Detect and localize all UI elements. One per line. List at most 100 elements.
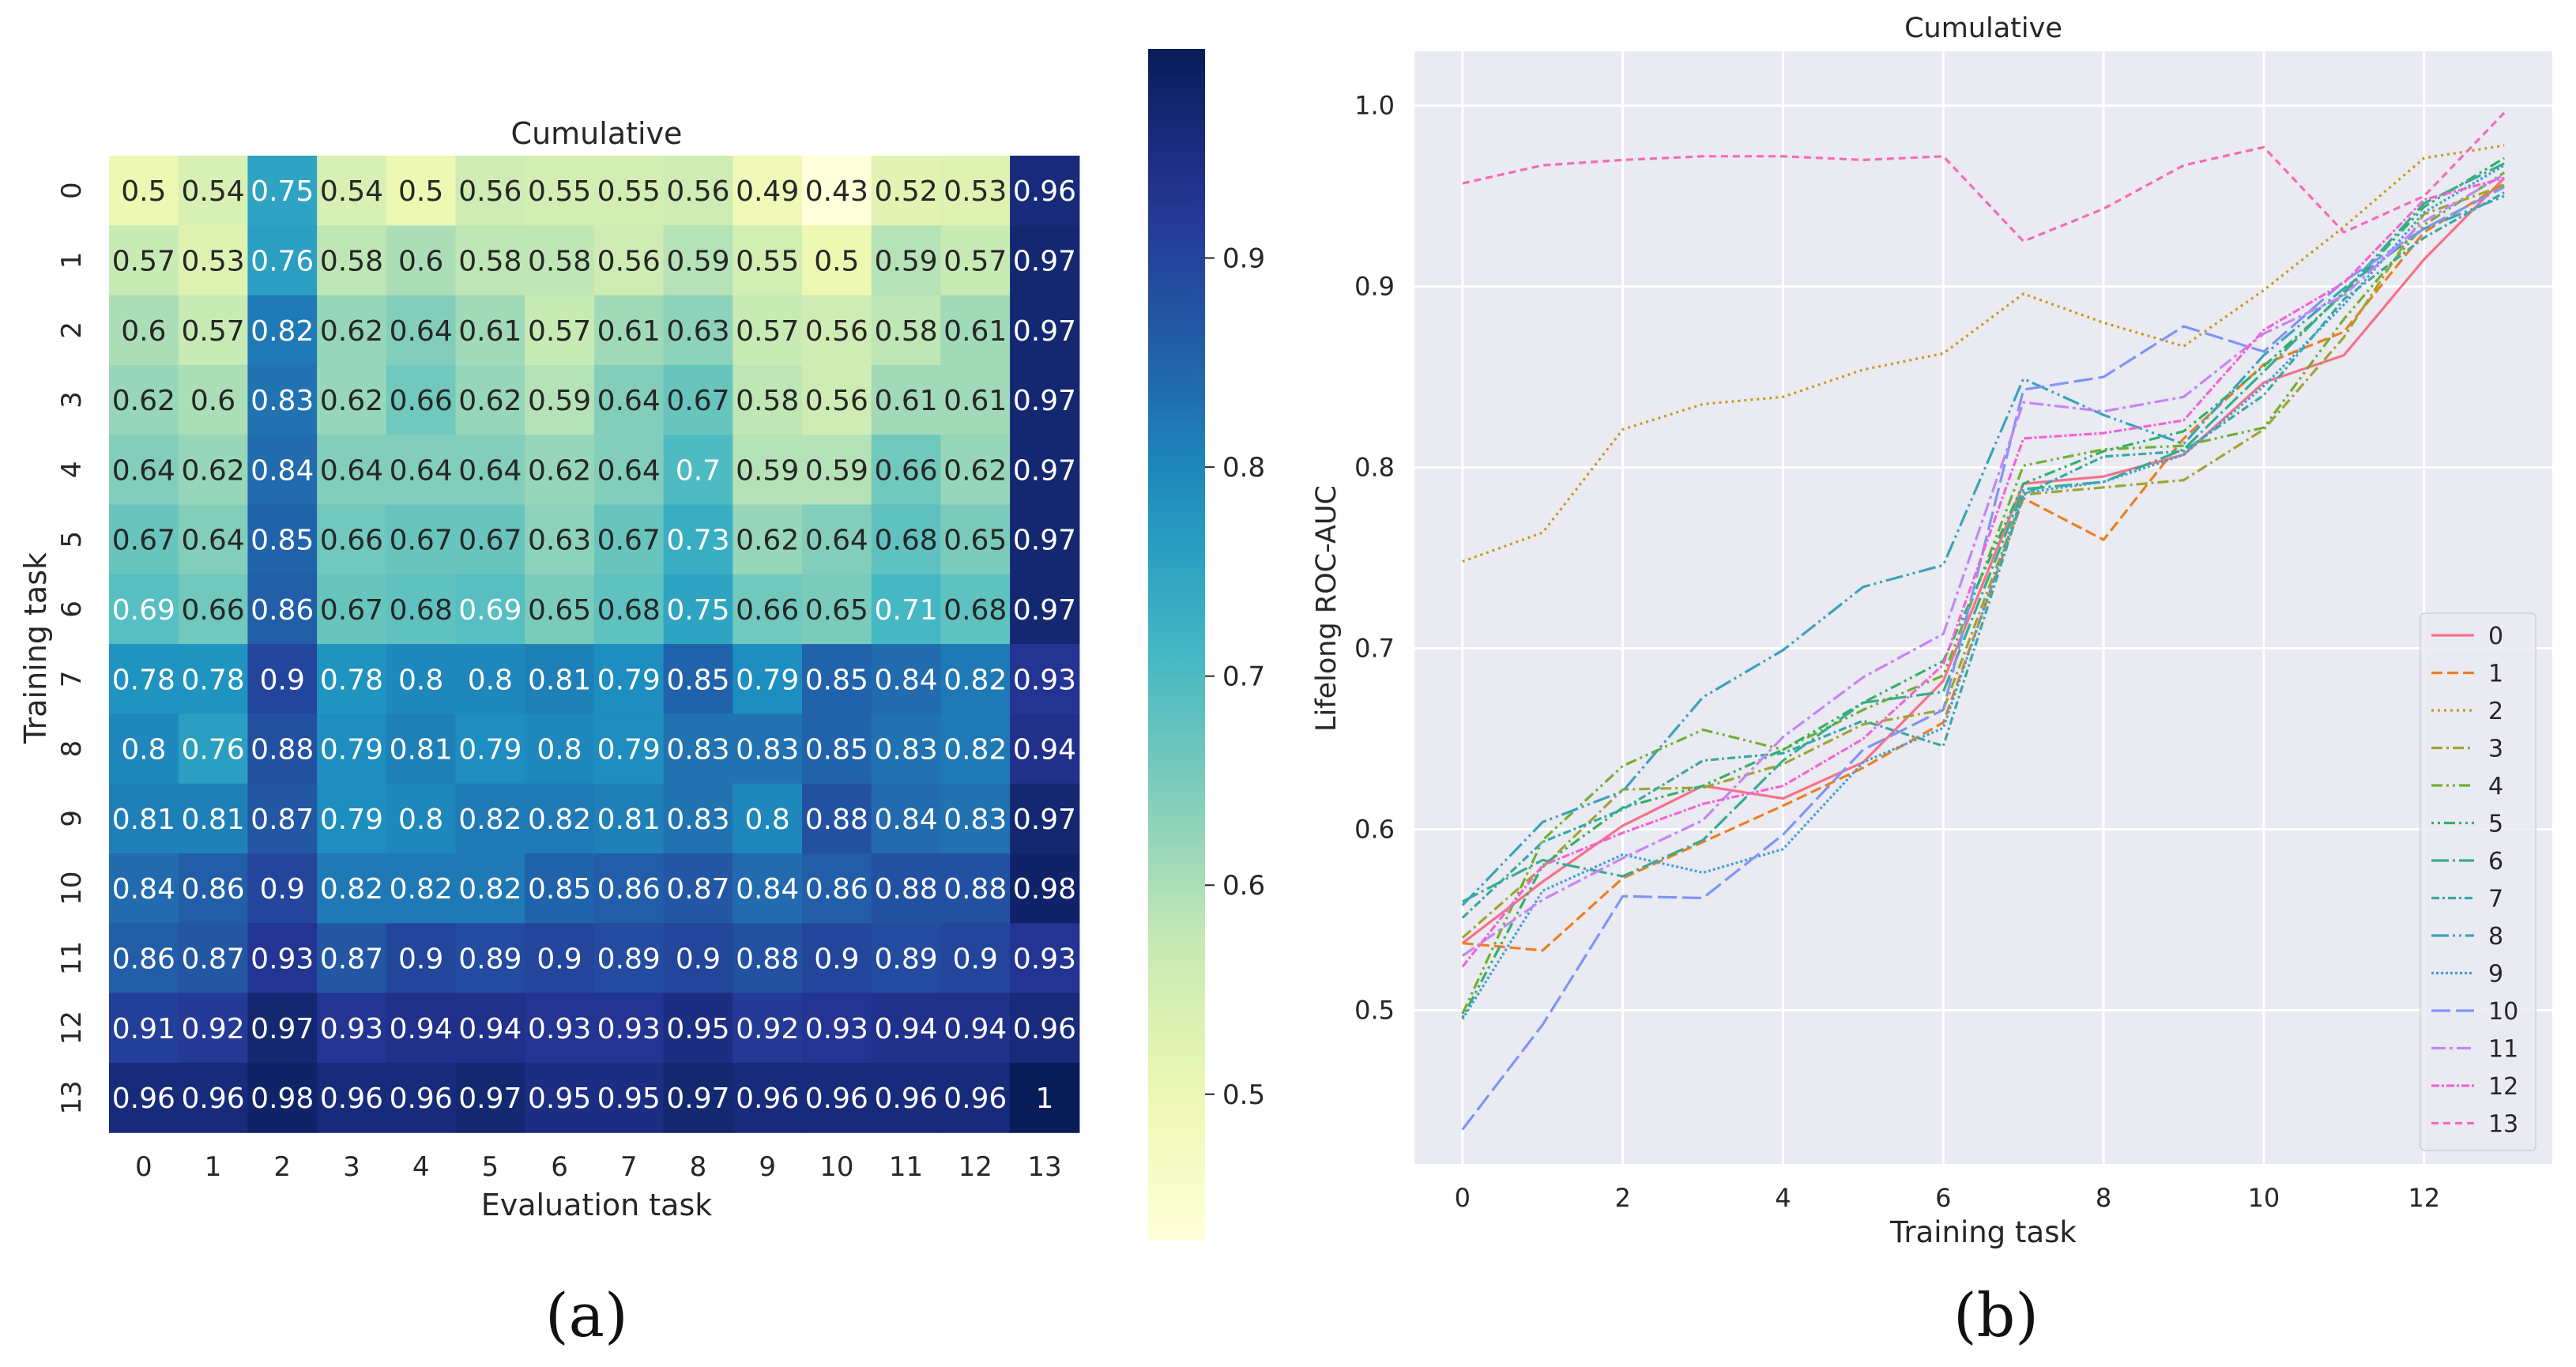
- heatmap-cell: [593, 1062, 665, 1133]
- heatmap-cell-label: 0.97: [1013, 245, 1076, 277]
- heatmap-cell-label: 0.8: [468, 664, 513, 696]
- legend-label: 4: [2488, 773, 2503, 800]
- heatmap-cell-label: 0.69: [112, 594, 175, 627]
- heatmap-cell: [871, 714, 941, 785]
- heatmap-cell-label: 0.56: [805, 315, 868, 348]
- heatmap-x-tick: 9: [759, 1151, 776, 1183]
- heatmap-cell-label: 0.64: [805, 525, 868, 557]
- heatmap-cell-label: 0.85: [666, 664, 729, 696]
- heatmap-cell-label: 1: [1035, 1083, 1053, 1115]
- heatmap-cell: [1010, 644, 1080, 714]
- heatmap-cell: [455, 923, 525, 994]
- heatmap-cell: [733, 644, 803, 714]
- heatmap-cell-label: 0.97: [458, 1083, 522, 1115]
- heatmap-x-label: Evaluation task: [481, 1188, 713, 1222]
- series-line-0: [1461, 177, 2506, 944]
- heatmap-cell: [1010, 714, 1080, 785]
- heatmap-cell-label: 0.97: [1013, 594, 1076, 627]
- heatmap-y-tick: 7: [56, 670, 88, 687]
- heatmap-cell: [871, 364, 941, 435]
- heatmap-cell: [940, 574, 1011, 645]
- heatmap-cell: [1010, 783, 1080, 854]
- heatmap-cell: [178, 504, 248, 575]
- heatmap-cell: [178, 574, 248, 645]
- heatmap-cell-label: 0.93: [805, 1013, 868, 1045]
- heatmap-cell: [178, 435, 248, 506]
- heatmap-y-tick: 8: [56, 740, 88, 758]
- heatmap-cell: [802, 644, 872, 714]
- heatmap-cell-label: 0.96: [805, 1083, 868, 1115]
- heatmap-cell-label: 0.75: [250, 175, 314, 208]
- heatmap-cell: [802, 1062, 872, 1133]
- legend-label: 12: [2488, 1073, 2518, 1101]
- heatmap-cell: [178, 992, 248, 1064]
- heatmap-cell-label: 0.95: [597, 1083, 661, 1115]
- heatmap-cell: [109, 923, 179, 994]
- heatmap-x-ticks: 0 1 2 3 4 5 6 7 8 9 10 11 12 13: [135, 1151, 1062, 1183]
- heatmap-cell: [317, 644, 387, 714]
- heatmap-cell-label: 0.88: [943, 873, 1007, 906]
- heatmap-cell: [455, 574, 525, 645]
- heatmap-cell: [593, 225, 665, 296]
- heatmap-cell-label: 0.82: [458, 804, 522, 836]
- heatmap-cell-label: 0.82: [943, 664, 1007, 696]
- heatmap-cell: [455, 644, 525, 714]
- heatmap-cell: [1010, 504, 1080, 575]
- heatmap-cell: [178, 644, 248, 714]
- heatmap-cell-label: 0.64: [390, 315, 453, 348]
- heatmap-cell-label: 0.76: [181, 734, 244, 766]
- line-chart-panel: Cumulative 0 2 4 6 8 10 12 0.50.60.70.80.91.0 …: [1311, 13, 2552, 1249]
- heatmap-cell-label: 0.87: [250, 804, 314, 836]
- heatmap-cell-label: 0.5: [121, 175, 166, 208]
- heatmap-cell-label: 0.9: [537, 943, 582, 975]
- heatmap-cell-label: 0.6: [398, 245, 443, 277]
- heatmap-cell: [525, 156, 595, 226]
- heatmap-cell-label: 0.81: [181, 804, 244, 836]
- heatmap-cell-label: 0.9: [953, 943, 998, 975]
- heatmap-cell: [1010, 156, 1080, 226]
- heatmap-cell: [593, 923, 665, 994]
- heatmap-cell-label: 0.67: [458, 525, 522, 557]
- heatmap-cell-label: 0.58: [320, 245, 383, 277]
- heatmap-cell-label: 0.56: [805, 385, 868, 417]
- heatmap-cell-label: 0.59: [528, 385, 591, 417]
- heatmap-cell-label: 0.55: [528, 175, 591, 208]
- heatmap-cell-label: 0.96: [1013, 1013, 1076, 1045]
- heatmap-cell-label: 0.83: [736, 734, 799, 766]
- heatmap-cell: [593, 644, 665, 714]
- heatmap-y-label: Training task: [18, 552, 53, 744]
- heatmap-cell: [455, 783, 525, 854]
- heatmap-cell: [525, 923, 595, 994]
- heatmap-cell: [940, 364, 1011, 435]
- heatmap-cell: [733, 1062, 803, 1133]
- heatmap-x-tick: 7: [620, 1151, 638, 1183]
- heatmap-cell: [733, 295, 803, 366]
- heatmap-cell: [871, 853, 941, 924]
- heatmap-cell: [247, 714, 318, 785]
- heatmap-cell: [940, 225, 1011, 296]
- heatmap-cell-label: 0.96: [181, 1083, 244, 1115]
- heatmap-cell-label: 0.91: [112, 1013, 175, 1045]
- heatmap-cell: [1010, 574, 1080, 645]
- legend-label: 6: [2488, 848, 2503, 876]
- heatmap-cell: [593, 504, 665, 575]
- heatmap-cell: [386, 504, 457, 575]
- heatmap-cell-label: 0.79: [320, 734, 383, 766]
- heatmap-cell-label: 0.84: [250, 454, 314, 487]
- heatmap-cell: [178, 1062, 248, 1133]
- heatmap-cell-label: 0.67: [390, 525, 453, 557]
- heatmap-cell: [525, 364, 595, 435]
- heatmap-cell-label: 0.94: [1013, 734, 1076, 766]
- heatmap-cell: [386, 714, 457, 785]
- heatmap-cell-label: 0.98: [250, 1083, 314, 1115]
- heatmap-cell: [663, 644, 733, 714]
- heatmap-cell-label: 0.61: [874, 385, 937, 417]
- heatmap-cell: [109, 295, 179, 366]
- heatmap-cell-label: 0.9: [814, 943, 859, 975]
- heatmap-cell-label: 0.84: [112, 873, 175, 906]
- heatmap-cell-label: 0.62: [943, 454, 1007, 487]
- heatmap-cell-label: 0.87: [320, 943, 383, 975]
- heatmap-cell: [455, 1062, 525, 1133]
